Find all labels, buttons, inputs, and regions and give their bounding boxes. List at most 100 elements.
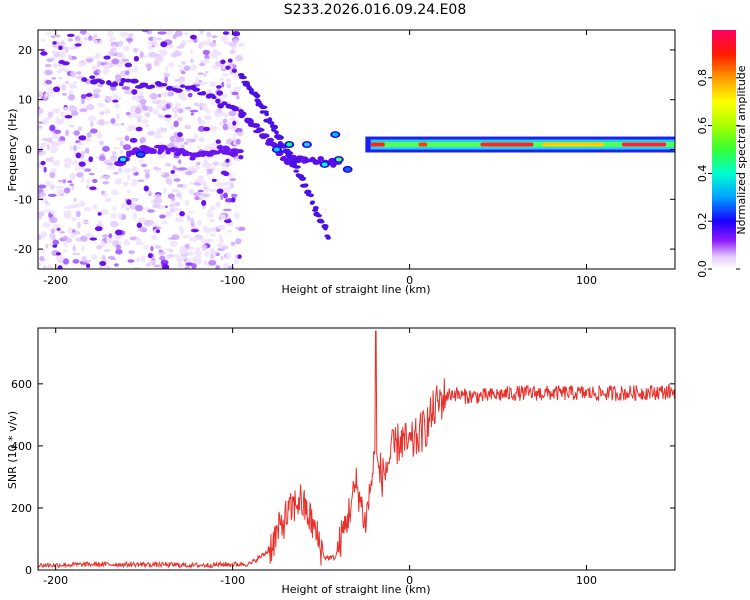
noise-speckle [125, 70, 130, 76]
noise-speckle [204, 54, 210, 60]
noise-speckle [135, 204, 144, 212]
snr-ticks: -200 -100 0 100 0 200 400 600 [11, 328, 675, 587]
noise-speckle [229, 49, 236, 55]
noise-speckle [152, 167, 162, 171]
noise-speckle [158, 115, 165, 119]
noise-speckle [71, 252, 81, 256]
dispersion-arc [307, 193, 314, 198]
dispersion-arc [284, 150, 294, 156]
noise-speckle [193, 250, 203, 256]
noise-speckle [126, 37, 134, 43]
noise-speckle [162, 91, 169, 98]
noise-speckle [122, 181, 130, 185]
noise-speckle [42, 222, 51, 228]
noise-speckle [152, 36, 158, 42]
signal-peak-segment [370, 142, 385, 147]
noise-speckle [85, 137, 92, 143]
noise-speckle [45, 243, 49, 249]
noise-speckle [62, 235, 69, 241]
noise-speckle [201, 193, 211, 198]
spectrogram-xlabel: Height of straight line (km) [281, 283, 430, 296]
noise-speckle [225, 65, 231, 70]
noise-speckle [38, 125, 43, 129]
noise-speckle [204, 251, 209, 258]
noise-speckle [112, 123, 121, 127]
noise-speckle [133, 55, 140, 62]
noise-speckle [80, 98, 85, 105]
chart-title: S233.2026.016.09.24.E08 [283, 2, 467, 18]
noise-speckle [83, 168, 92, 172]
noise-speckle [63, 158, 72, 163]
noise-speckle [154, 134, 163, 139]
dispersion-arc [174, 88, 183, 93]
noise-speckle [170, 107, 178, 112]
noise-speckle [173, 178, 181, 182]
noise-speckle [172, 165, 177, 171]
dispersion-arc [299, 176, 307, 181]
noise-speckle [162, 187, 167, 194]
dispersion-arc [179, 84, 186, 88]
noise-speckle [96, 132, 103, 139]
noise-speckle [122, 144, 132, 151]
noise-speckle [69, 105, 75, 109]
noise-speckle [173, 78, 178, 83]
noise-speckle [55, 189, 65, 195]
noise-speckle [63, 187, 71, 194]
noise-speckle [81, 176, 85, 184]
noise-speckle [153, 56, 162, 60]
colorbar-tick-label: 0.6 [696, 117, 709, 135]
noise-speckle [42, 266, 48, 269]
noise-speckle [87, 115, 97, 122]
noise-speckle [177, 65, 184, 68]
noise-speckle [126, 125, 134, 131]
noise-speckle [222, 123, 229, 131]
noise-speckle [127, 115, 137, 119]
noise-speckle [154, 59, 159, 67]
noise-speckle [208, 259, 217, 266]
noise-speckle [228, 42, 237, 47]
noise-speckle [226, 83, 232, 89]
noise-speckle [174, 201, 181, 207]
noise-speckle [203, 227, 212, 234]
noise-speckle [235, 238, 242, 245]
noise-speckle [197, 220, 202, 226]
noise-speckle [145, 219, 155, 226]
noise-speckle [73, 197, 77, 203]
noise-speckle [155, 229, 160, 234]
noise-speckle [111, 151, 117, 156]
noise-speckle [189, 64, 198, 71]
noise-speckle [50, 35, 56, 39]
noise-speckle [77, 141, 84, 146]
noise-speckle [184, 243, 190, 249]
dispersion-arc [251, 123, 261, 128]
noise-speckle [55, 185, 65, 190]
noise-speckle [70, 70, 77, 78]
noise-speckle [143, 185, 149, 192]
noise-speckle [232, 30, 241, 37]
noise-speckle [140, 163, 148, 168]
noise-speckle [131, 197, 139, 202]
noise-speckle [53, 160, 61, 167]
noise-speckle [132, 212, 138, 219]
noise-speckle [110, 118, 116, 124]
noise-speckle [184, 124, 192, 130]
noise-speckle [141, 30, 149, 33]
noise-speckle [45, 202, 51, 206]
dispersion-arc [274, 130, 279, 135]
noise-speckle [205, 109, 211, 114]
noise-speckle [185, 138, 193, 143]
noise-speckle [90, 128, 98, 134]
noise-speckle [199, 136, 205, 143]
noise-speckle [227, 161, 233, 166]
noise-speckle [58, 67, 67, 72]
noise-speckle [136, 222, 143, 228]
noise-speckle [229, 178, 237, 181]
noise-speckle [97, 83, 104, 88]
noise-speckle [198, 79, 202, 83]
noise-speckle [176, 212, 180, 216]
noise-speckle [44, 117, 51, 120]
noise-speckle [62, 258, 70, 265]
noise-speckle [85, 93, 93, 97]
noise-speckle [208, 41, 217, 47]
noise-speckle [171, 189, 180, 193]
